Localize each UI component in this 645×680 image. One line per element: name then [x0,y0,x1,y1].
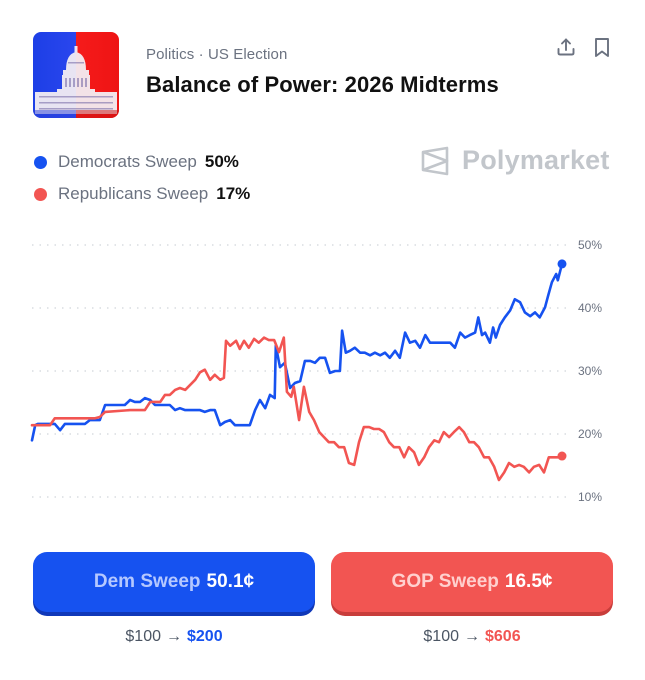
legend-label: Democrats Sweep [58,152,197,171]
legend-item-republicans: Republicans Sweep 17% [34,178,250,210]
arrow-right-icon: → [464,628,480,645]
line-chart: 50% 40% 30% 20% 10% [0,230,645,520]
stake-amount: $100 [125,628,161,645]
gridlines [32,244,568,498]
legend-value: 50% [204,152,239,171]
arrow-right-icon: → [166,628,182,645]
brand-name: Polymarket [462,145,610,175]
polymarket-logo-icon [421,146,449,175]
gop-bet-column: GOP Sweep 16.5¢ $100 → $606 [331,552,613,646]
market-thumbnail [33,32,119,118]
market-header: Politics · US Election Balance of Power:… [146,46,499,98]
legend-label: Republicans Sweep [58,184,209,203]
breadcrumb-category: Politics · US Election [146,46,288,63]
gop-sweep-button[interactable]: GOP Sweep 16.5¢ [331,552,613,612]
red-dot-icon [34,187,47,201]
chart-plot-area [30,244,568,498]
button-price: 16.5¢ [504,571,553,592]
bet-buttons: Dem Sweep 50.1¢ $100 → $200 GOP Sweep 16.5… [33,552,613,646]
blue-dot-icon [34,155,47,169]
payout-amount: $606 [485,628,521,645]
y-tick-10: 10% [578,490,603,504]
republicans-line [30,336,564,482]
gop-payout: $100 → $606 [423,628,520,646]
page-title: Balance of Power: 2026 Midterms [146,72,499,97]
bookmark-icon[interactable] [591,36,613,58]
y-tick-20: 20% [578,427,603,441]
dem-bet-column: Dem Sweep 50.1¢ $100 → $200 [33,552,315,646]
dem-payout: $100 → $200 [125,628,222,646]
button-label: GOP Sweep [391,571,499,592]
button-label: Dem Sweep [93,571,201,592]
header-actions [555,36,613,58]
democrats-endpoint-dot [557,259,567,269]
legend-item-democrats: Democrats Sweep 50% [34,146,250,178]
dem-sweep-button[interactable]: Dem Sweep 50.1¢ [33,552,315,612]
button-price: 50.1¢ [206,571,255,592]
polymarket-brand: Polymarket [420,145,610,176]
chart-legend: Democrats Sweep 50% Republicans Sweep 17… [34,146,250,210]
y-tick-40: 40% [578,301,603,315]
share-icon[interactable] [555,36,577,58]
legend-value: 17% [216,184,251,203]
y-tick-30: 30% [578,364,603,378]
stake-amount: $100 [423,628,459,645]
y-tick-50: 50% [578,238,603,252]
republicans-endpoint-dot [557,451,567,461]
capitol-dome-icon [33,32,119,118]
payout-amount: $200 [187,628,223,645]
